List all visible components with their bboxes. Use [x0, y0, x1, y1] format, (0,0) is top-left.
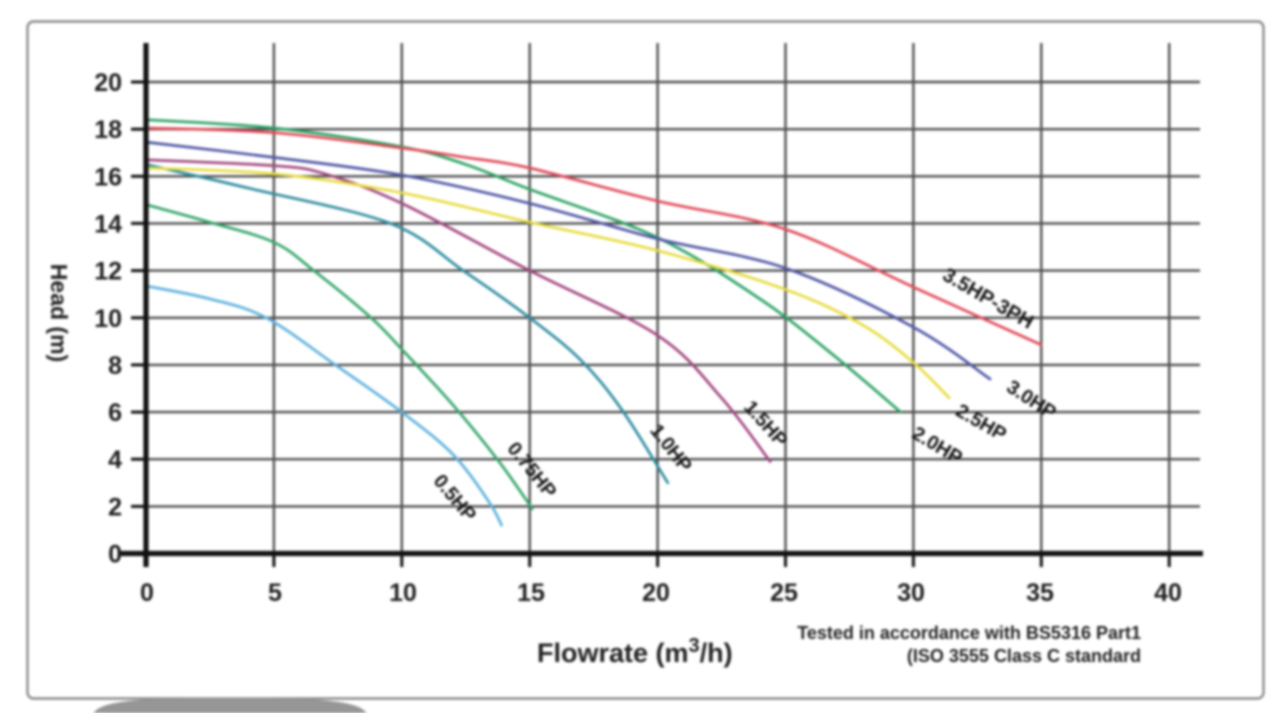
- svg-text:Head (m): Head (m): [46, 264, 72, 362]
- svg-text:18: 18: [94, 116, 122, 144]
- svg-text:4: 4: [108, 446, 122, 474]
- svg-text:20: 20: [94, 69, 122, 97]
- svg-text:16: 16: [94, 163, 122, 191]
- svg-text:12: 12: [94, 258, 122, 286]
- svg-text:25: 25: [770, 579, 798, 607]
- svg-text:0: 0: [108, 541, 122, 569]
- svg-text:Flowrate (m3/h): Flowrate (m3/h): [537, 635, 733, 668]
- svg-text:5: 5: [268, 579, 282, 607]
- svg-text:8: 8: [108, 352, 122, 380]
- svg-text:10: 10: [389, 579, 417, 607]
- svg-text:Tested in accordance with BS53: Tested in accordance with BS5316 Part1: [797, 623, 1141, 643]
- svg-text:(ISO 3555 Class C standard: (ISO 3555 Class C standard: [907, 646, 1141, 666]
- svg-text:20: 20: [642, 579, 670, 607]
- svg-text:2: 2: [108, 493, 122, 521]
- svg-text:6: 6: [108, 399, 122, 427]
- svg-text:40: 40: [1154, 579, 1182, 607]
- svg-text:35: 35: [1026, 579, 1054, 607]
- svg-text:14: 14: [94, 210, 122, 238]
- svg-text:0: 0: [140, 579, 154, 607]
- svg-text:30: 30: [897, 579, 925, 607]
- svg-text:15: 15: [517, 579, 545, 607]
- svg-text:10: 10: [94, 305, 122, 333]
